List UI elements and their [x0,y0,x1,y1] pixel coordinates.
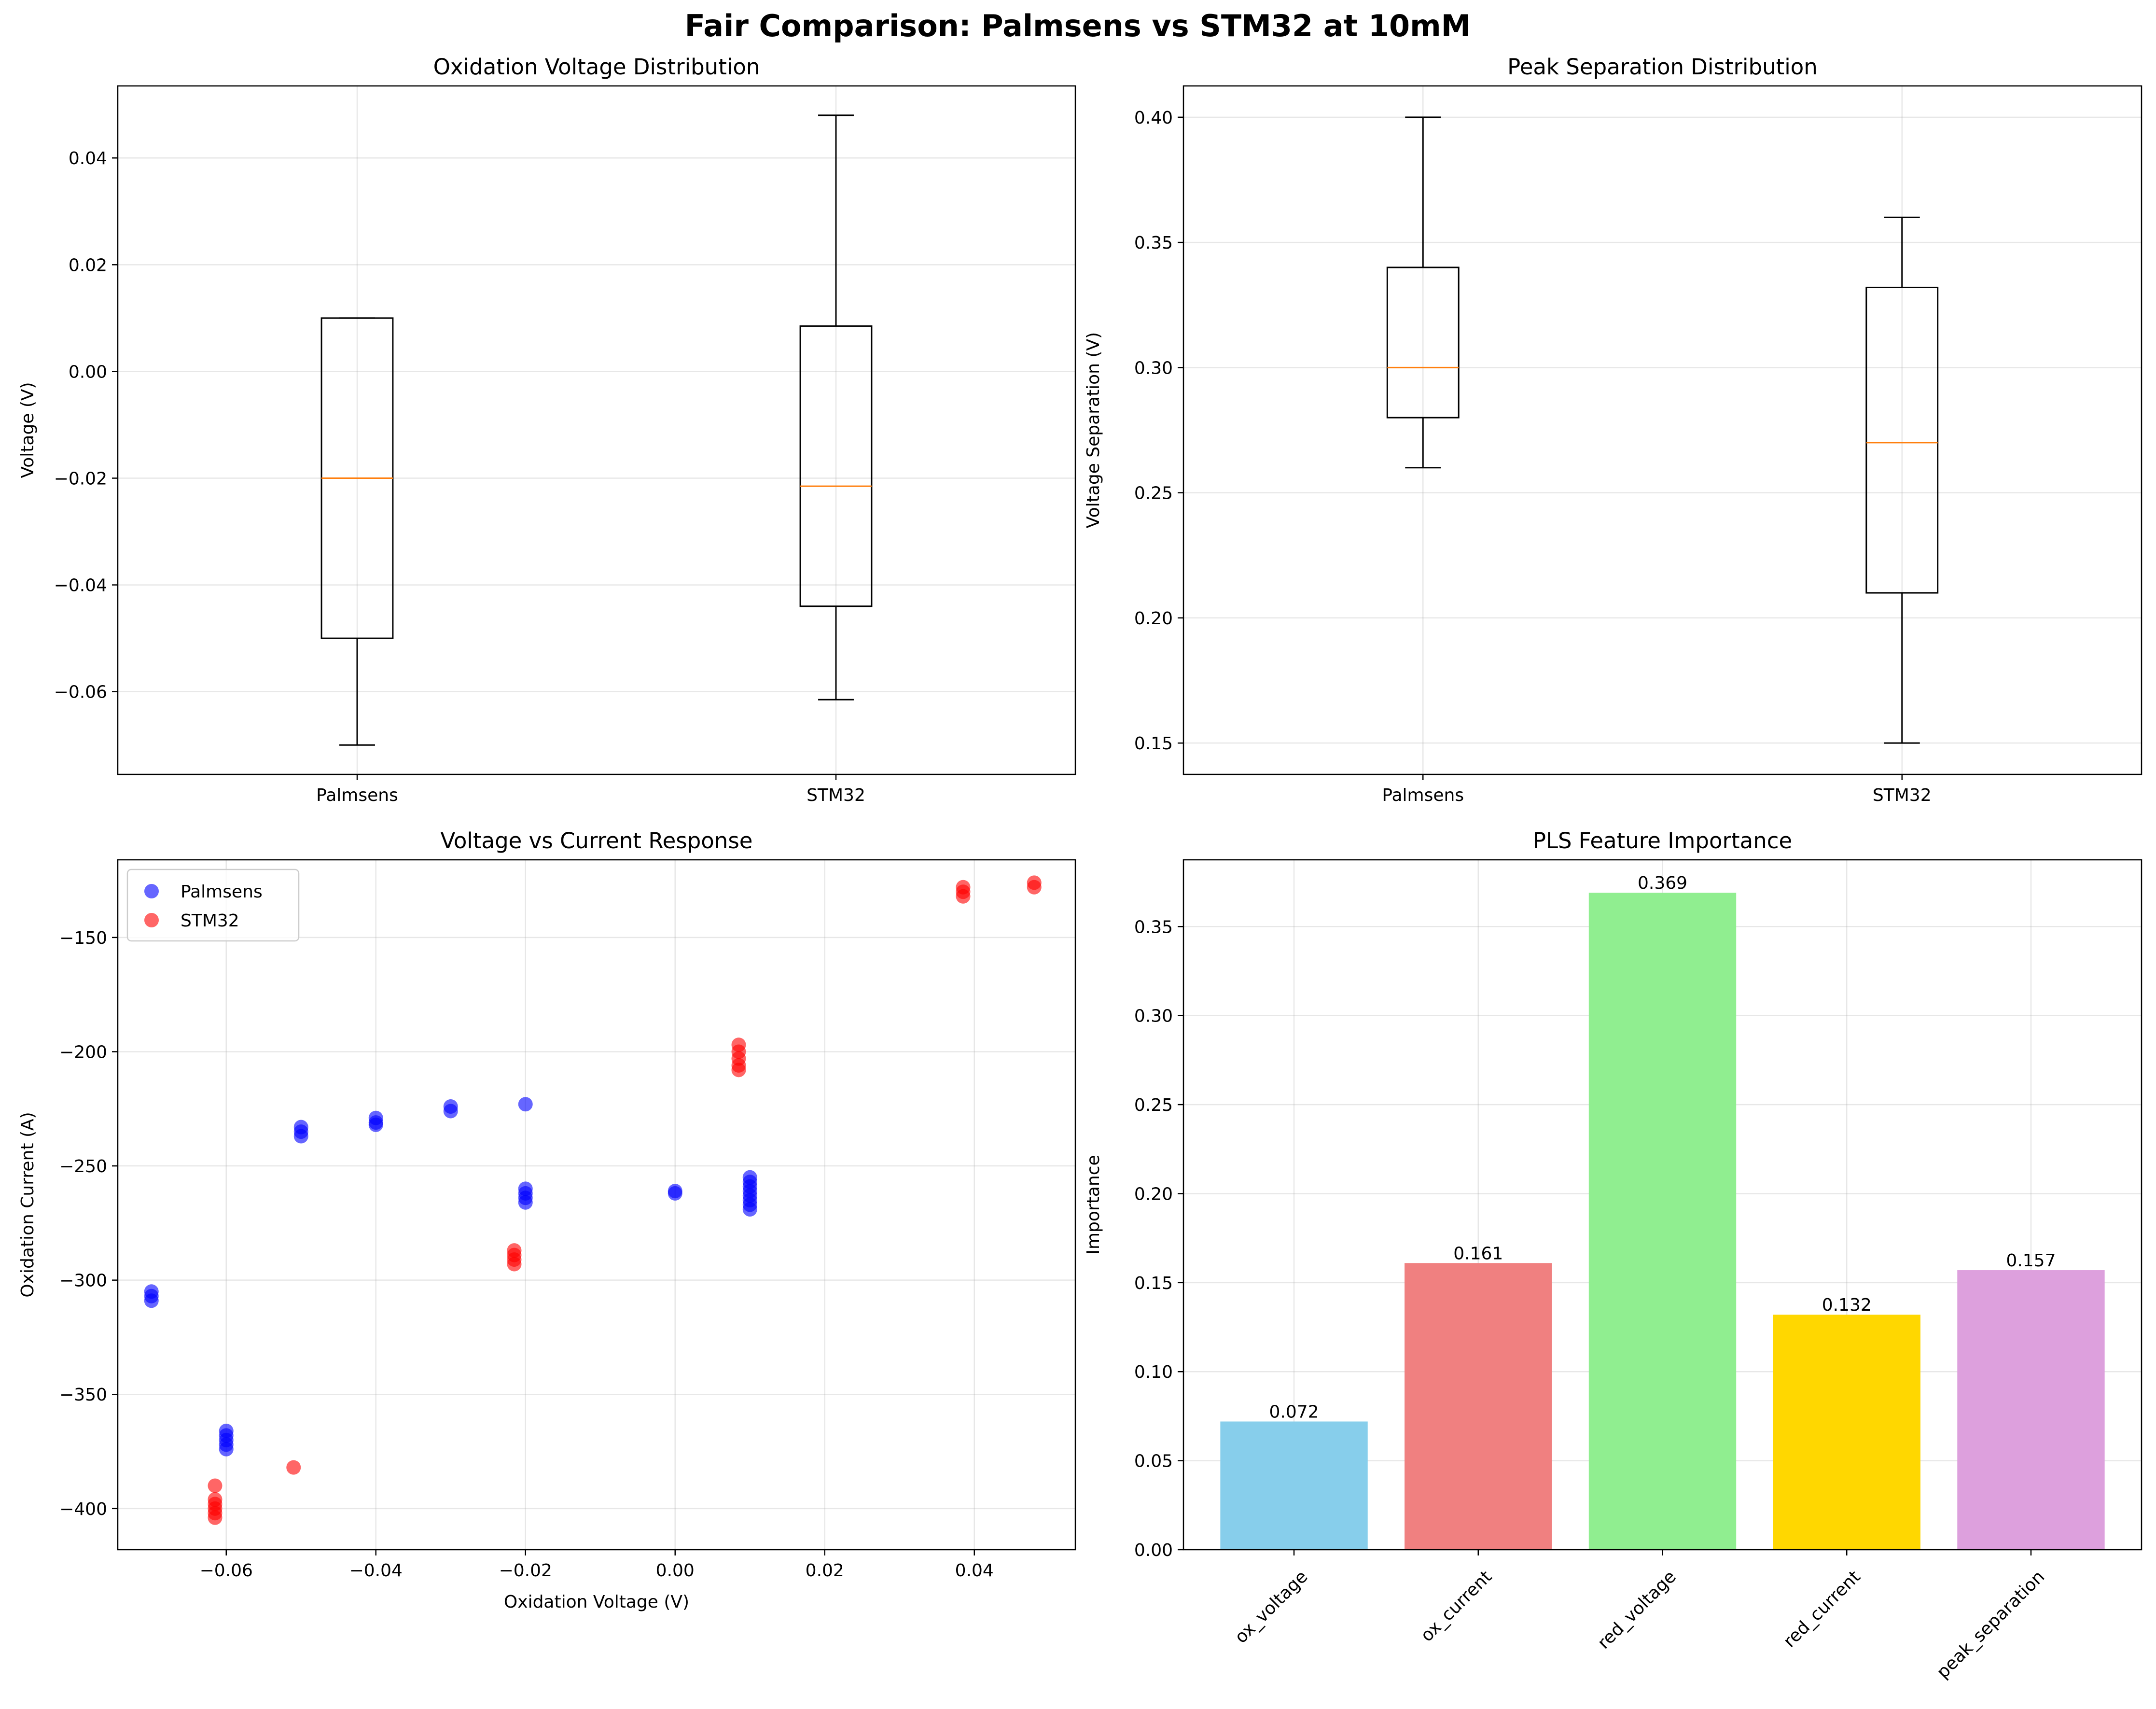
series-stm32 [208,875,1042,1525]
iqr-box [1865,286,1939,594]
bar-red-current [1773,1315,1920,1550]
axes-frame [1182,85,2142,775]
y-tick-label: −400 [59,1499,107,1519]
y-tick-label: −250 [59,1157,107,1177]
legend-box [126,869,300,942]
scatter-point [1027,880,1042,895]
chart-title: Oxidation Voltage Distribution [433,54,760,80]
scatter-point [668,1186,682,1201]
box-stm32 [799,114,873,700]
scatter-point [518,1195,533,1210]
legend-label: Palmsens [181,882,263,902]
x-tick-label: −0.02 [499,1561,552,1581]
bar-red-voltage [1588,893,1737,1550]
y-tick-label: −0.06 [54,683,107,702]
scatter-point [507,1257,522,1272]
legend-label: STM32 [181,911,239,931]
y-axis-label: Importance [1084,1155,1103,1254]
y-tick-label: 0.20 [1134,1184,1173,1204]
chart-title: Peak Separation Distribution [1507,54,1818,80]
axes-frame [117,85,1076,775]
y-tick-label: 0.04 [69,149,107,168]
box-stm32 [1865,216,1939,744]
box-plot-panel: 0.15 0.20 0.25 0.30 0.35 0.40 Palmsens STM32 Pea… [1084,54,2142,805]
y-tick-label: 0.10 [1134,1362,1173,1382]
y-axis-label: Voltage (V) [18,382,38,478]
box-palmsens [1386,116,1460,469]
y-axis-label: Oxidation Current (A) [18,1112,38,1297]
y-tick-label: 0.15 [1134,1274,1173,1293]
y-tick-label: 0.15 [1134,734,1173,754]
y-tick-label: 0.30 [1134,1007,1173,1026]
scatter-point [286,1460,301,1475]
scatter-point [956,889,971,904]
x-tick-label: Palmsens [1382,785,1464,805]
bar-value-label: 0.369 [1638,873,1687,893]
y-tick-label: −0.04 [54,576,107,596]
x-tick-label: −0.04 [349,1561,403,1581]
legend: Palmsens STM32 [126,869,300,942]
x-tick-label: STM32 [807,785,865,805]
scatter-point [293,1129,308,1144]
bar-peak-separation [1957,1270,2105,1550]
chart-title: PLS Feature Importance [1533,828,1792,854]
x-axis-label: Oxidation Voltage (V) [504,1592,689,1612]
bar-ox-voltage [1220,1421,1368,1550]
axes-frame [1182,859,2142,1551]
box-palmsens [320,317,394,746]
y-tick-label: 0.35 [1134,917,1173,937]
y-tick-label: −0.02 [54,469,107,489]
y-tick-label: 0.00 [1134,1541,1173,1560]
x-tick-label: 0.00 [656,1561,695,1581]
y-tick-label: 0.05 [1134,1452,1173,1471]
y-tick-label: 0.25 [1134,1095,1173,1115]
box-plot-panel: −0.06 −0.04 −0.02 0.00 0.02 0.04 Palmsens STM32… [18,54,1076,805]
scatter-point [368,1117,383,1132]
y-tick-label: 0.30 [1134,358,1173,378]
chart-title: Voltage vs Current Response [441,828,753,854]
scatter-point [208,1478,223,1493]
legend-marker [144,913,159,927]
x-tick-label: STM32 [1873,785,1932,805]
x-tick-label: Palmsens [316,785,398,805]
legend-marker [144,884,159,898]
figure-title: Fair Comparison: Palmsens vs STM32 at 10… [685,8,1471,43]
y-tick-label: −300 [59,1271,107,1291]
bar-value-label: 0.157 [2006,1251,2056,1271]
scatter-point [219,1442,234,1457]
y-tick-label: −350 [59,1385,107,1405]
y-tick-label: 0.25 [1134,484,1173,504]
x-tick-label: 0.02 [806,1561,844,1581]
series-palmsens [144,1097,757,1457]
y-tick-label: 0.40 [1134,108,1173,128]
scatter-point [731,1063,746,1078]
iqr-box [1386,266,1460,419]
y-tick-label: −150 [59,928,107,948]
scatter-point [144,1293,159,1308]
bar-value-label: 0.132 [1822,1295,1872,1315]
iqr-box [799,325,873,607]
scatter-panel: −400 −350 −300 −250 −200 −150 −0.06 −0.04 −0.02 0… [18,828,1076,1612]
axes-frame [117,859,1076,1551]
scatter-point [208,1510,223,1525]
y-tick-label: 0.02 [69,255,107,275]
y-tick-label: 0.35 [1134,233,1173,253]
scatter-point [443,1104,458,1119]
bar-value-label: 0.161 [1453,1244,1503,1263]
x-tick-label: −0.06 [200,1561,253,1581]
scatter-point [518,1097,533,1112]
bar-ox-current [1405,1263,1552,1550]
y-axis-label: Voltage Separation (V) [1084,332,1103,528]
bar-value-label: 0.072 [1269,1402,1319,1422]
x-tick-label: 0.04 [955,1561,994,1581]
scatter-point [742,1202,757,1217]
y-tick-label: 0.20 [1134,609,1173,629]
y-tick-label: 0.00 [69,362,107,382]
y-tick-label: −200 [59,1042,107,1062]
